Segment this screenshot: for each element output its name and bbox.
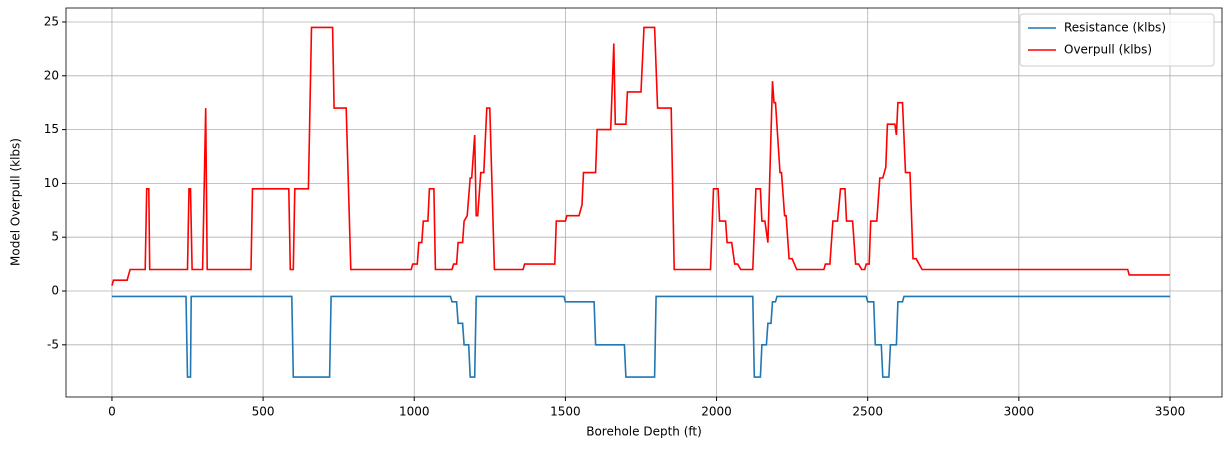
y-tick-label: 5 (51, 230, 59, 244)
y-tick-label: 15 (44, 122, 59, 136)
x-tick-label: 3000 (1004, 405, 1035, 419)
series-line (111, 295, 1170, 378)
y-tick-label: 0 (51, 284, 59, 298)
x-tick-label: 1000 (399, 405, 430, 419)
y-axis-label: Model Overpull (klbs) (9, 138, 23, 266)
y-tick-label: 10 (44, 176, 59, 190)
x-tick-label: 3500 (1155, 405, 1186, 419)
legend-box (1019, 13, 1215, 67)
x-tick-label: 0 (108, 405, 116, 419)
legend-label: Resistance (klbs) (1064, 21, 1166, 35)
y-tick-label: 20 (44, 68, 59, 82)
legend: Resistance (klbs) Overpull (klbs) (1019, 13, 1215, 67)
series-line (111, 26, 1170, 286)
legend-label: Overpull (klbs) (1064, 43, 1152, 57)
x-tick-label: 2500 (852, 405, 883, 419)
y-tick-label: -5 (47, 337, 59, 351)
x-tick-label: 500 (252, 405, 275, 419)
y-tick-label: 25 (44, 14, 59, 28)
plot-frame (65, 7, 1223, 398)
x-axis-label: Borehole Depth (ft) (586, 425, 702, 439)
x-tick-label: 1500 (550, 405, 581, 419)
x-tick-label: 2000 (701, 405, 732, 419)
